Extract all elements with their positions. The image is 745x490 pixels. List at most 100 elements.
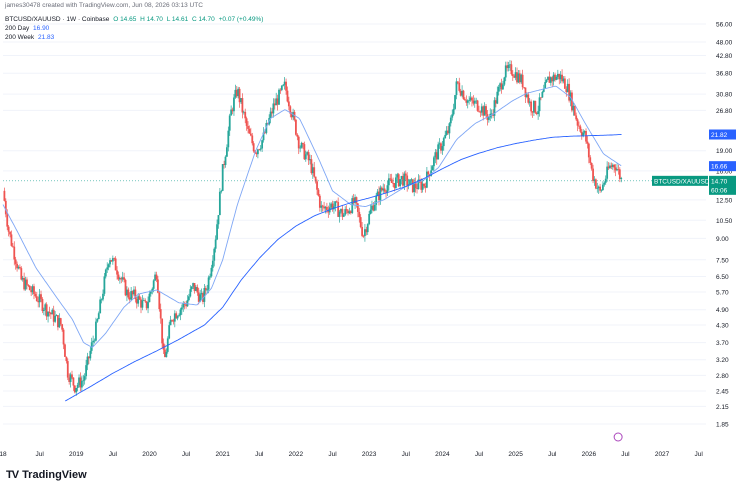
- candle-body: [89, 350, 92, 359]
- candle-body: [589, 157, 592, 163]
- ma200w-price-tag: [709, 129, 736, 140]
- candle-body: [14, 259, 17, 264]
- candle-body: [58, 318, 61, 328]
- candle-body: [296, 134, 299, 137]
- event-icon: [613, 432, 623, 442]
- y-tick-label: 7.50: [716, 257, 729, 264]
- y-tick-label: 26.80: [716, 108, 733, 115]
- candle-body: [344, 209, 347, 215]
- candle-body: [566, 83, 569, 93]
- candle-body: [192, 283, 195, 287]
- candle-body: [611, 164, 614, 167]
- candle-body: [117, 274, 120, 280]
- candle-body: [220, 190, 223, 192]
- candle-body: [602, 184, 604, 190]
- x-tick-label: 2027: [655, 451, 670, 458]
- candle-body: [473, 100, 476, 104]
- candle-body: [45, 304, 48, 317]
- candle-body: [49, 312, 52, 315]
- candle-body: [38, 294, 41, 303]
- candle-body: [430, 170, 433, 176]
- candle-body: [251, 135, 254, 144]
- candle-body: [590, 162, 593, 169]
- candle-body: [530, 101, 532, 112]
- candle-body: [221, 164, 224, 191]
- candle-body: [323, 206, 325, 209]
- candle-body: [375, 195, 378, 205]
- candle-body: [497, 86, 500, 92]
- candle-body: [187, 296, 190, 301]
- candle-body: [145, 301, 148, 309]
- candle-body: [186, 300, 189, 307]
- candle-body: [572, 105, 575, 111]
- candle-body: [68, 377, 71, 382]
- ma200d-price-tag-text: 16.66: [711, 164, 728, 171]
- candle-body: [348, 211, 351, 214]
- candle-body: [138, 296, 141, 300]
- y-tick-label: 3.70: [716, 340, 729, 347]
- candle-body: [368, 213, 371, 225]
- ohlc-high: H 14.70: [140, 16, 163, 23]
- ma200d-legend[interactable]: 200 Day 16.90: [5, 25, 51, 33]
- x-tick-label: Jul: [548, 451, 557, 458]
- candle-body: [157, 279, 159, 293]
- candle-body: [347, 210, 349, 214]
- symbol-name-tag-text: BTCUSD/XAUUSD: [654, 178, 710, 185]
- candle-body: [552, 74, 555, 82]
- tradingview-logo[interactable]: TV TradingView: [6, 468, 87, 482]
- candle-body: [310, 159, 313, 174]
- candle-body: [507, 65, 510, 69]
- candle-body: [356, 203, 359, 212]
- candle-body: [200, 293, 203, 295]
- candle-body: [21, 277, 24, 280]
- x-tick-label: 2021: [215, 451, 230, 458]
- ma200w-legend[interactable]: 200 Week 21.83: [5, 34, 56, 42]
- candle-body: [249, 133, 252, 136]
- candle-body: [490, 113, 493, 115]
- candle-body: [459, 90, 462, 96]
- candle-body: [276, 98, 279, 105]
- candle-body: [317, 189, 320, 196]
- candle-body: [469, 97, 472, 101]
- x-tick-label: 18: [0, 451, 7, 458]
- candle-body: [110, 260, 113, 262]
- candle-body: [565, 88, 568, 93]
- candle-body: [544, 82, 547, 89]
- candle-body: [613, 164, 616, 168]
- candle-body: [582, 132, 585, 136]
- candle-body: [69, 374, 72, 382]
- candle-body: [362, 235, 365, 237]
- candle-body: [107, 264, 110, 268]
- candle-body: [437, 144, 440, 160]
- candle-body: [242, 111, 245, 113]
- candle-body: [244, 111, 247, 119]
- candle-body: [96, 319, 99, 322]
- candle-body: [93, 340, 96, 342]
- candle-body: [95, 321, 97, 341]
- x-tick-label: Jul: [475, 451, 484, 458]
- candle-body: [102, 293, 104, 300]
- ma200w-label: 200 Week: [5, 34, 35, 41]
- candle-body: [31, 286, 34, 293]
- candle-body: [147, 302, 149, 309]
- ma200w-price-tag-text: 21.82: [711, 132, 728, 139]
- candle-body: [482, 106, 485, 116]
- candle-body: [563, 78, 566, 89]
- candle-body: [116, 270, 118, 275]
- candle-body: [161, 318, 164, 344]
- candle-body: [330, 203, 333, 208]
- candle-body: [433, 157, 435, 167]
- candle-body: [320, 205, 323, 208]
- candle-body: [549, 77, 552, 83]
- candle-body: [144, 300, 147, 302]
- candle-body: [190, 286, 193, 290]
- candle-body: [306, 152, 309, 155]
- candle-body: [480, 106, 483, 113]
- y-tick-label: 19.00: [716, 148, 733, 155]
- candle-body: [379, 187, 382, 201]
- symbol-legend[interactable]: BTCUSD/XAUUSD · 1W · Coinbase O 14.65 H …: [5, 16, 265, 24]
- candle-body: [386, 185, 389, 193]
- candle-body: [99, 299, 102, 314]
- candle-body: [238, 88, 241, 103]
